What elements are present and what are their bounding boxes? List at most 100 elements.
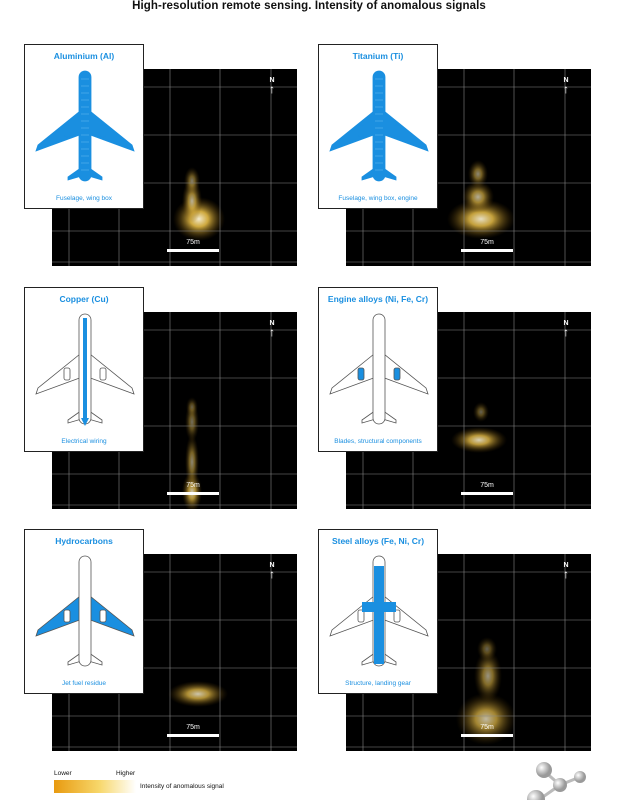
arrow-up-icon: ↑ — [269, 567, 275, 581]
engine-shape — [357, 124, 365, 138]
material-title: Titanium (Ti) — [352, 51, 404, 61]
airplane-icon — [329, 313, 429, 425]
panel-titanium: N ↑ 75m Titanium (Ti) Fuselage, wing box,… — [318, 44, 598, 279]
engine-shape — [393, 367, 401, 381]
engine-shape — [63, 124, 71, 138]
signal-blob — [451, 427, 507, 453]
airplane-icon — [35, 313, 135, 426]
scale-bar — [167, 734, 219, 737]
panel-hydrocarbons: N ↑ 75m Hydrocarbons Jet fuel residue — [24, 529, 304, 764]
arrow-up-icon: ↑ — [269, 325, 275, 339]
north-label: N — [269, 562, 275, 569]
material-card: Steel alloys (Fe, Ni, Cr) Structure, lan… — [318, 529, 438, 694]
north-label: N — [269, 77, 275, 84]
signal-blob — [477, 637, 497, 661]
fuselage-shape — [78, 555, 92, 667]
scale-bar — [461, 249, 513, 252]
scale-bar — [461, 734, 513, 737]
structure-highlight — [374, 566, 384, 664]
north-label: N — [563, 562, 569, 569]
scale-label: 75m — [480, 482, 494, 489]
page-title: High-resolution remote sensing. Intensit… — [132, 0, 486, 12]
north-arrow: N ↑ — [559, 562, 573, 581]
legend-label: Intensity of anomalous signal — [140, 783, 224, 790]
signal-blob — [473, 402, 489, 422]
north-arrow: N ↑ — [265, 77, 279, 96]
material-subtitle: Blades, structural components — [334, 438, 422, 445]
airplane-icon — [35, 70, 135, 182]
material-card: Copper (Cu) Electrical wiring — [24, 287, 144, 452]
scale-label: 75m — [186, 239, 200, 246]
engine-shape — [393, 124, 401, 138]
legend-higher: Higher — [116, 770, 136, 777]
material-subtitle: Fuselage, wing box, engine — [338, 195, 418, 202]
north-arrow: N ↑ — [265, 562, 279, 581]
scale-bar — [461, 492, 513, 495]
material-subtitle: Structure, landing gear — [345, 680, 411, 687]
scale-label: 75m — [186, 724, 200, 731]
material-subtitle: Electrical wiring — [61, 438, 107, 445]
signal-blob — [185, 434, 199, 490]
map-grid — [346, 312, 591, 509]
material-title: Copper (Cu) — [59, 294, 109, 304]
panel-copper: N ↑ 75m Copper (Cu) Electrical wiring — [24, 287, 304, 522]
arrow-up-icon: ↑ — [269, 82, 275, 96]
arrow-up-icon: ↑ — [563, 567, 569, 581]
engine-shape — [357, 367, 365, 381]
scale-bar — [167, 492, 219, 495]
map-grid — [346, 554, 591, 751]
engine-shape — [63, 367, 71, 381]
arrow-up-icon: ↑ — [563, 325, 569, 339]
legend-lower: Lower — [54, 770, 72, 777]
map-grid — [52, 312, 297, 509]
airplane-icon — [329, 70, 429, 182]
scale-label: 75m — [480, 724, 494, 731]
material-subtitle: Fuselage, wing box — [55, 195, 112, 202]
fuselage-shape — [372, 313, 386, 425]
north-label: N — [563, 77, 569, 84]
airplane-icon — [35, 555, 135, 667]
signal-blob — [462, 181, 494, 213]
material-subtitle: Jet fuel residue — [61, 680, 107, 687]
engine-shape — [99, 609, 107, 623]
intensity-legend: Lower Higher Intensity of anomalous sign… — [54, 770, 304, 798]
signal-blob — [474, 650, 502, 702]
north-arrow: N ↑ — [559, 77, 573, 96]
material-title: Engine alloys (Ni, Fe, Cr) — [327, 294, 429, 304]
legend-gradient — [54, 780, 136, 793]
signal-blob — [468, 160, 488, 188]
wiring-highlight — [81, 418, 89, 426]
wiring-highlight — [83, 318, 87, 422]
scale-bar — [167, 249, 219, 252]
signal-blob — [184, 167, 200, 195]
north-arrow: N ↑ — [559, 320, 573, 339]
arrow-up-icon: ↑ — [563, 82, 569, 96]
north-label: N — [563, 320, 569, 327]
engine-shape — [393, 609, 401, 623]
signal-blob — [186, 397, 198, 417]
material-card: Titanium (Ti) Fuselage, wing box, engine — [318, 44, 438, 209]
fuselage-shape — [372, 70, 386, 182]
airplane-icon — [329, 555, 429, 667]
engine-shape — [99, 124, 107, 138]
north-arrow: N ↑ — [265, 320, 279, 339]
panel-steel-alloys: N ↑ 75m Steel alloys (Fe, Ni, Cr) Structu… — [318, 529, 598, 764]
scale-label: 75m — [480, 239, 494, 246]
panel-aluminium: N ↑ 75m Aluminium (Al) Fuselage, wing box — [24, 44, 304, 279]
material-title: Hydrocarbons — [55, 536, 113, 546]
material-card: Engine alloys (Ni, Fe, Cr) Blades, struc… — [318, 287, 438, 452]
north-label: N — [269, 320, 275, 327]
material-card: Hydrocarbons Jet fuel residue — [24, 529, 144, 694]
signal-blob — [456, 693, 516, 745]
material-title: Steel alloys (Fe, Ni, Cr) — [331, 536, 425, 546]
scale-label: 75m — [186, 482, 200, 489]
engine-shape — [99, 367, 107, 381]
signal-blob — [168, 681, 228, 707]
fuselage-shape — [78, 70, 92, 182]
structure-highlight — [362, 602, 396, 612]
engine-shape — [357, 609, 365, 623]
material-card: Aluminium (Al) Fuselage, wing box — [24, 44, 144, 209]
engine-shape — [63, 609, 71, 623]
map-grid — [52, 69, 297, 266]
material-title: Aluminium (Al) — [53, 51, 115, 61]
